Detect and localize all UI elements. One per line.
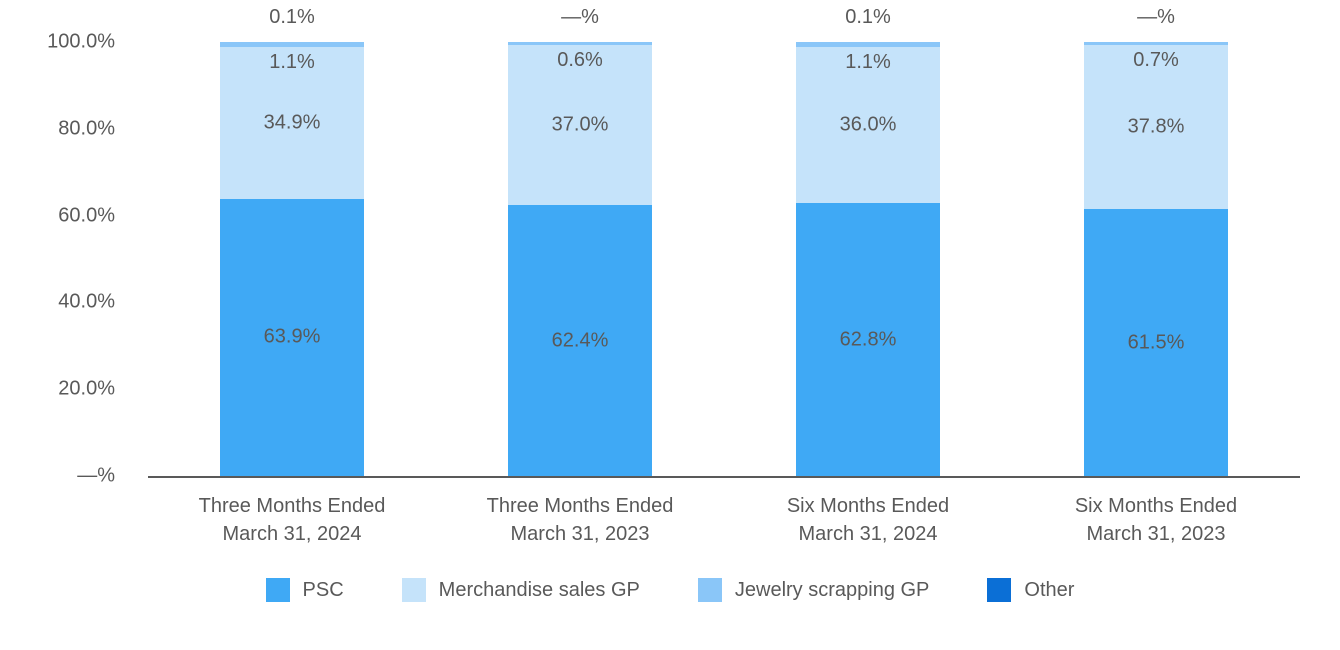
bar-segment-jewelry-scrapping-gp: [508, 42, 652, 45]
legend: PSC Merchandise sales GP Jewelry scrapping…: [0, 578, 1340, 602]
category-label-2: Three Months Ended March 31, 2023: [436, 492, 724, 548]
legend-label: Jewelry scrapping GP: [734, 578, 930, 601]
bar-segment-psc: [796, 203, 940, 476]
bar-segment-merchandise-sales-gp: [1084, 45, 1228, 210]
plot-area: 0.1% 1.1% 34.9% 63.9% —% 0.6% 37.0% 62.4% 0.1% 1.…: [148, 6, 1300, 476]
category-label-line2: March 31, 2024: [798, 523, 938, 545]
bar-segment-jewelry-scrapping-gp: [1084, 42, 1228, 46]
y-axis-tick-label: —%: [77, 464, 115, 487]
bar-segment-merchandise-sales-gp: [508, 44, 652, 206]
legend-swatch-merchandise-sales-gp: [401, 578, 426, 602]
bar-group-2: —% 0.6% 37.0% 62.4%: [436, 6, 724, 476]
bar-group-1: 0.1% 1.1% 34.9% 63.9%: [148, 6, 436, 476]
y-axis-tick-label: 60.0%: [58, 204, 115, 227]
legend-item-psc: PSC: [265, 578, 344, 602]
stacked-bar: 1.1% 34.9% 63.9%: [220, 42, 364, 476]
legend-swatch-psc: [265, 578, 290, 602]
category-label-line1: Three Months Ended: [198, 495, 386, 517]
legend-item-merchandise-sales-gp: Merchandise sales GP: [401, 578, 640, 602]
legend-swatch-jewelry-scrapping-gp: [697, 578, 722, 602]
bar-segment-jewelry-scrapping-gp: [220, 42, 364, 48]
category-label-line2: March 31, 2024: [222, 523, 362, 545]
stacked-bar: 1.1% 36.0% 62.8%: [796, 42, 940, 476]
category-label-line2: March 31, 2023: [510, 523, 650, 545]
y-axis-tick-label: 80.0%: [58, 117, 115, 140]
stacked-bar: 0.6% 37.0% 62.4%: [508, 42, 652, 476]
x-axis-line: [148, 476, 1300, 478]
category-label-line1: Three Months Ended: [486, 495, 674, 517]
bar-segment-psc: [508, 205, 652, 476]
other-segment-value-label: —%: [561, 6, 599, 28]
x-axis-labels: Three Months Ended March 31, 2024 Three Mo…: [148, 492, 1300, 548]
category-label-3: Six Months Ended March 31, 2024: [724, 492, 1012, 548]
other-segment-value-label: 0.1%: [845, 6, 891, 28]
bar-group-3: 0.1% 1.1% 36.0% 62.8%: [724, 6, 1012, 476]
category-label-1: Three Months Ended March 31, 2024: [148, 492, 436, 548]
y-axis-tick-label: 40.0%: [58, 290, 115, 313]
bar-segment-psc: [220, 198, 364, 476]
legend-label: Other: [1024, 578, 1075, 601]
bar-group-4: —% 0.7% 37.8% 61.5%: [1012, 6, 1300, 476]
stacked-bar: 0.7% 37.8% 61.5%: [1084, 42, 1228, 476]
y-axis-tick-label: 100.0%: [47, 30, 115, 53]
legend-label: Merchandise sales GP: [438, 578, 640, 601]
category-label-line1: Six Months Ended: [786, 495, 950, 517]
category-label-line2: March 31, 2023: [1086, 523, 1226, 545]
legend-swatch-other: [987, 578, 1012, 602]
bar-segment-merchandise-sales-gp: [796, 47, 940, 204]
other-segment-value-label: 0.1%: [269, 6, 315, 28]
y-axis-tick-label: 20.0%: [58, 377, 115, 400]
category-label-line1: Six Months Ended: [1074, 495, 1238, 517]
legend-item-jewelry-scrapping-gp: Jewelry scrapping GP: [697, 578, 930, 602]
bar-segment-merchandise-sales-gp: [220, 47, 364, 199]
bar-segment-jewelry-scrapping-gp: [796, 42, 940, 48]
bar-segment-psc: [1084, 209, 1228, 476]
legend-item-other: Other: [987, 578, 1074, 602]
category-label-4: Six Months Ended March 31, 2023: [1012, 492, 1300, 548]
other-segment-value-label: —%: [1137, 6, 1175, 28]
legend-label: PSC: [302, 578, 344, 601]
